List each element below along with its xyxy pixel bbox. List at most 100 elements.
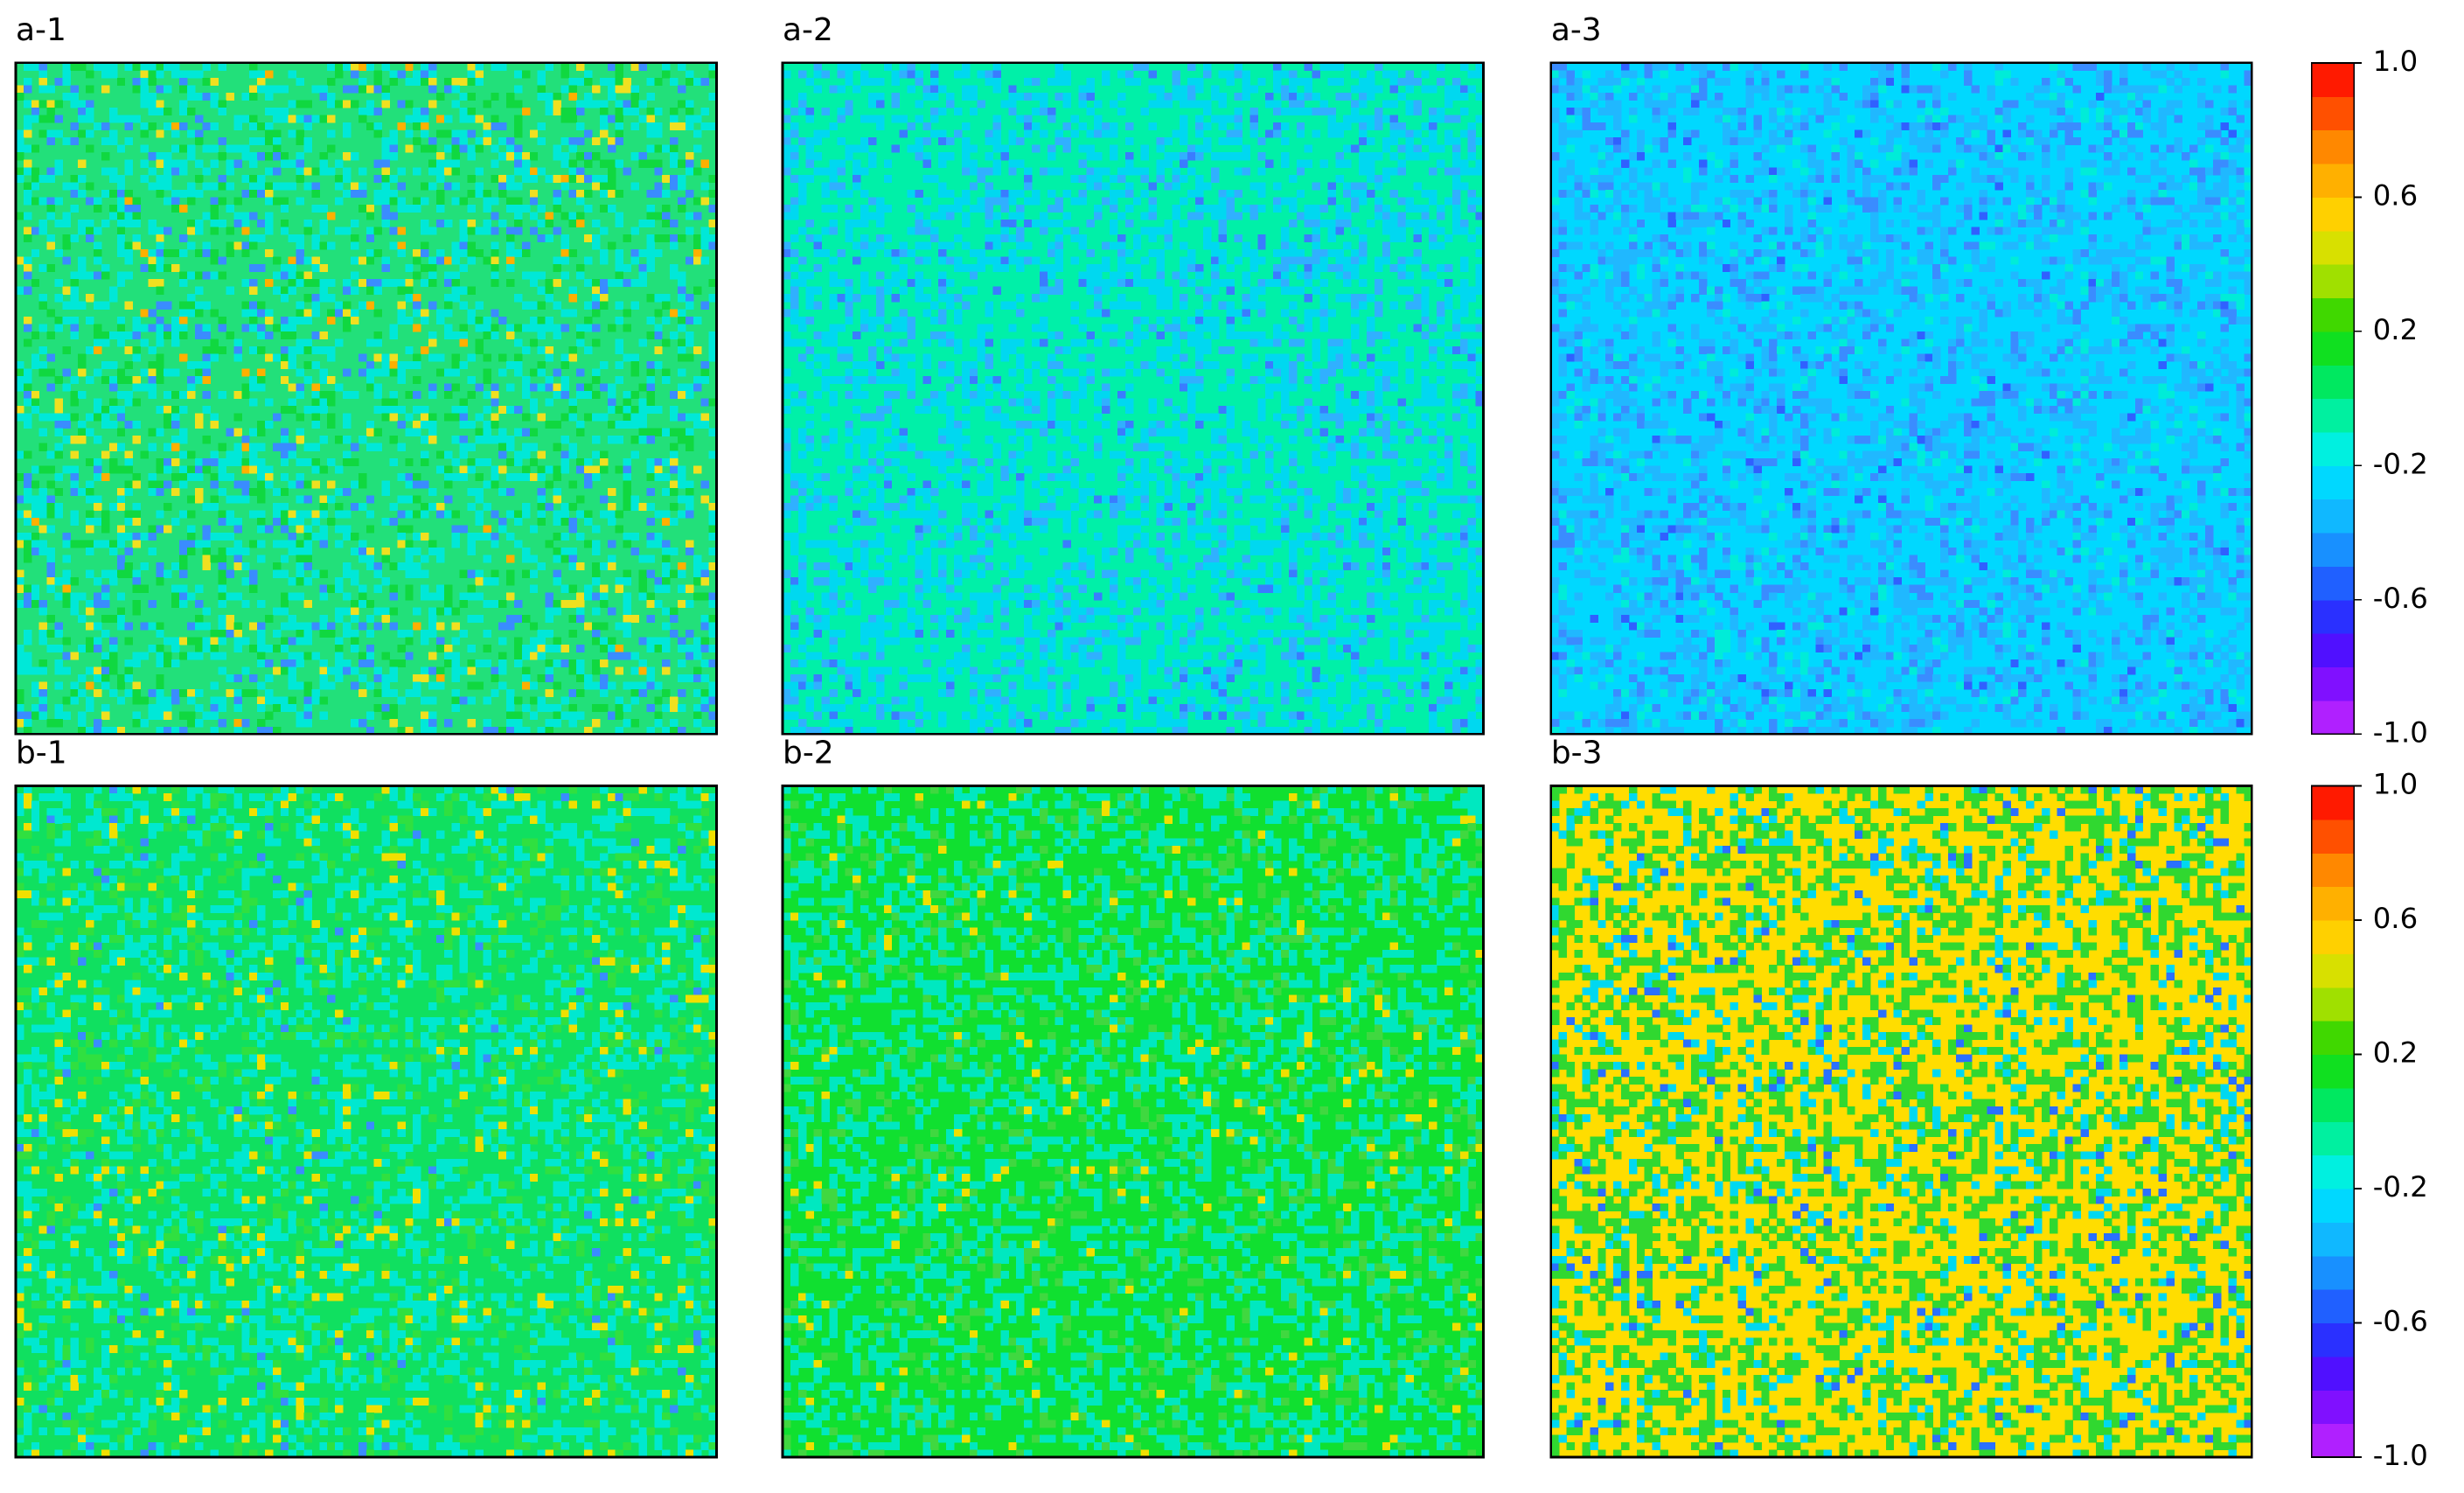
cell <box>311 569 320 578</box>
cell <box>249 540 258 548</box>
cell <box>985 256 994 265</box>
cell <box>584 234 593 243</box>
cell <box>23 413 32 422</box>
cell <box>467 256 476 265</box>
cell <box>1180 294 1188 303</box>
cell <box>568 719 577 728</box>
cell <box>156 711 164 720</box>
cell <box>553 465 561 474</box>
cell <box>78 540 87 548</box>
cell <box>837 189 846 198</box>
cell <box>1008 324 1017 332</box>
cell <box>1467 122 1477 131</box>
cell <box>443 85 453 94</box>
cell <box>498 436 507 444</box>
cell <box>164 301 172 310</box>
cell <box>708 450 718 459</box>
cell <box>311 294 320 303</box>
cell <box>288 406 297 415</box>
cell <box>327 376 336 385</box>
cell <box>428 666 437 675</box>
cell <box>1210 249 1220 258</box>
cell <box>915 77 923 87</box>
cell <box>101 167 110 176</box>
cell <box>257 182 266 191</box>
cell <box>498 368 507 377</box>
cell <box>428 227 437 235</box>
cell <box>1055 331 1064 339</box>
cell <box>1172 360 1180 370</box>
cell <box>381 92 391 101</box>
cell <box>992 241 1001 250</box>
cell <box>685 391 694 400</box>
cell <box>1195 144 1204 153</box>
cell <box>218 577 226 586</box>
cell <box>1242 353 1250 362</box>
cell <box>860 241 869 250</box>
cell <box>837 324 846 332</box>
cell <box>365 249 375 258</box>
cell <box>1319 324 1328 332</box>
cell <box>992 159 1001 168</box>
cell <box>467 659 476 668</box>
cell <box>630 152 640 161</box>
cell <box>685 338 694 347</box>
cell <box>156 264 164 273</box>
cell <box>1335 227 1344 235</box>
cell <box>389 689 398 698</box>
cell <box>630 681 640 690</box>
cell <box>86 599 94 608</box>
cell <box>210 533 219 541</box>
cell <box>413 622 421 631</box>
cell <box>1475 92 1485 101</box>
cell <box>899 338 908 347</box>
cell <box>646 533 655 541</box>
cell <box>1475 271 1485 280</box>
cell <box>1382 360 1391 370</box>
cell <box>358 502 367 512</box>
cell <box>1296 167 1305 176</box>
cell <box>922 122 931 131</box>
cell <box>946 241 955 250</box>
cell <box>883 279 893 288</box>
cell <box>1343 212 1352 220</box>
cell <box>296 637 305 645</box>
cell <box>1195 100 1204 108</box>
cell <box>86 85 94 94</box>
cell <box>365 421 375 429</box>
cell <box>264 85 274 94</box>
cell <box>599 495 609 504</box>
cell <box>435 465 445 474</box>
cell <box>132 607 142 616</box>
cell <box>1156 345 1165 354</box>
cell <box>576 197 585 206</box>
cell <box>381 182 391 191</box>
cell <box>1172 77 1180 87</box>
cell <box>1382 100 1391 108</box>
cell <box>38 443 48 451</box>
cell <box>700 159 710 168</box>
cell <box>1195 152 1204 161</box>
cell <box>475 144 484 153</box>
cell <box>700 726 710 735</box>
cell <box>938 316 947 324</box>
cell <box>930 92 939 101</box>
cell <box>576 189 585 198</box>
cell <box>202 533 212 541</box>
cell <box>140 622 149 631</box>
cell <box>280 644 289 653</box>
cell <box>1312 309 1321 317</box>
cell <box>1032 189 1041 198</box>
cell <box>226 227 234 235</box>
cell <box>483 659 491 668</box>
cell <box>46 234 56 243</box>
cell <box>1008 301 1017 310</box>
cell <box>615 77 624 87</box>
cell <box>350 719 359 728</box>
cell <box>358 353 367 362</box>
cell <box>272 629 282 638</box>
cell <box>891 279 901 288</box>
cell <box>94 436 102 444</box>
cell <box>693 421 702 429</box>
cell <box>381 548 391 556</box>
